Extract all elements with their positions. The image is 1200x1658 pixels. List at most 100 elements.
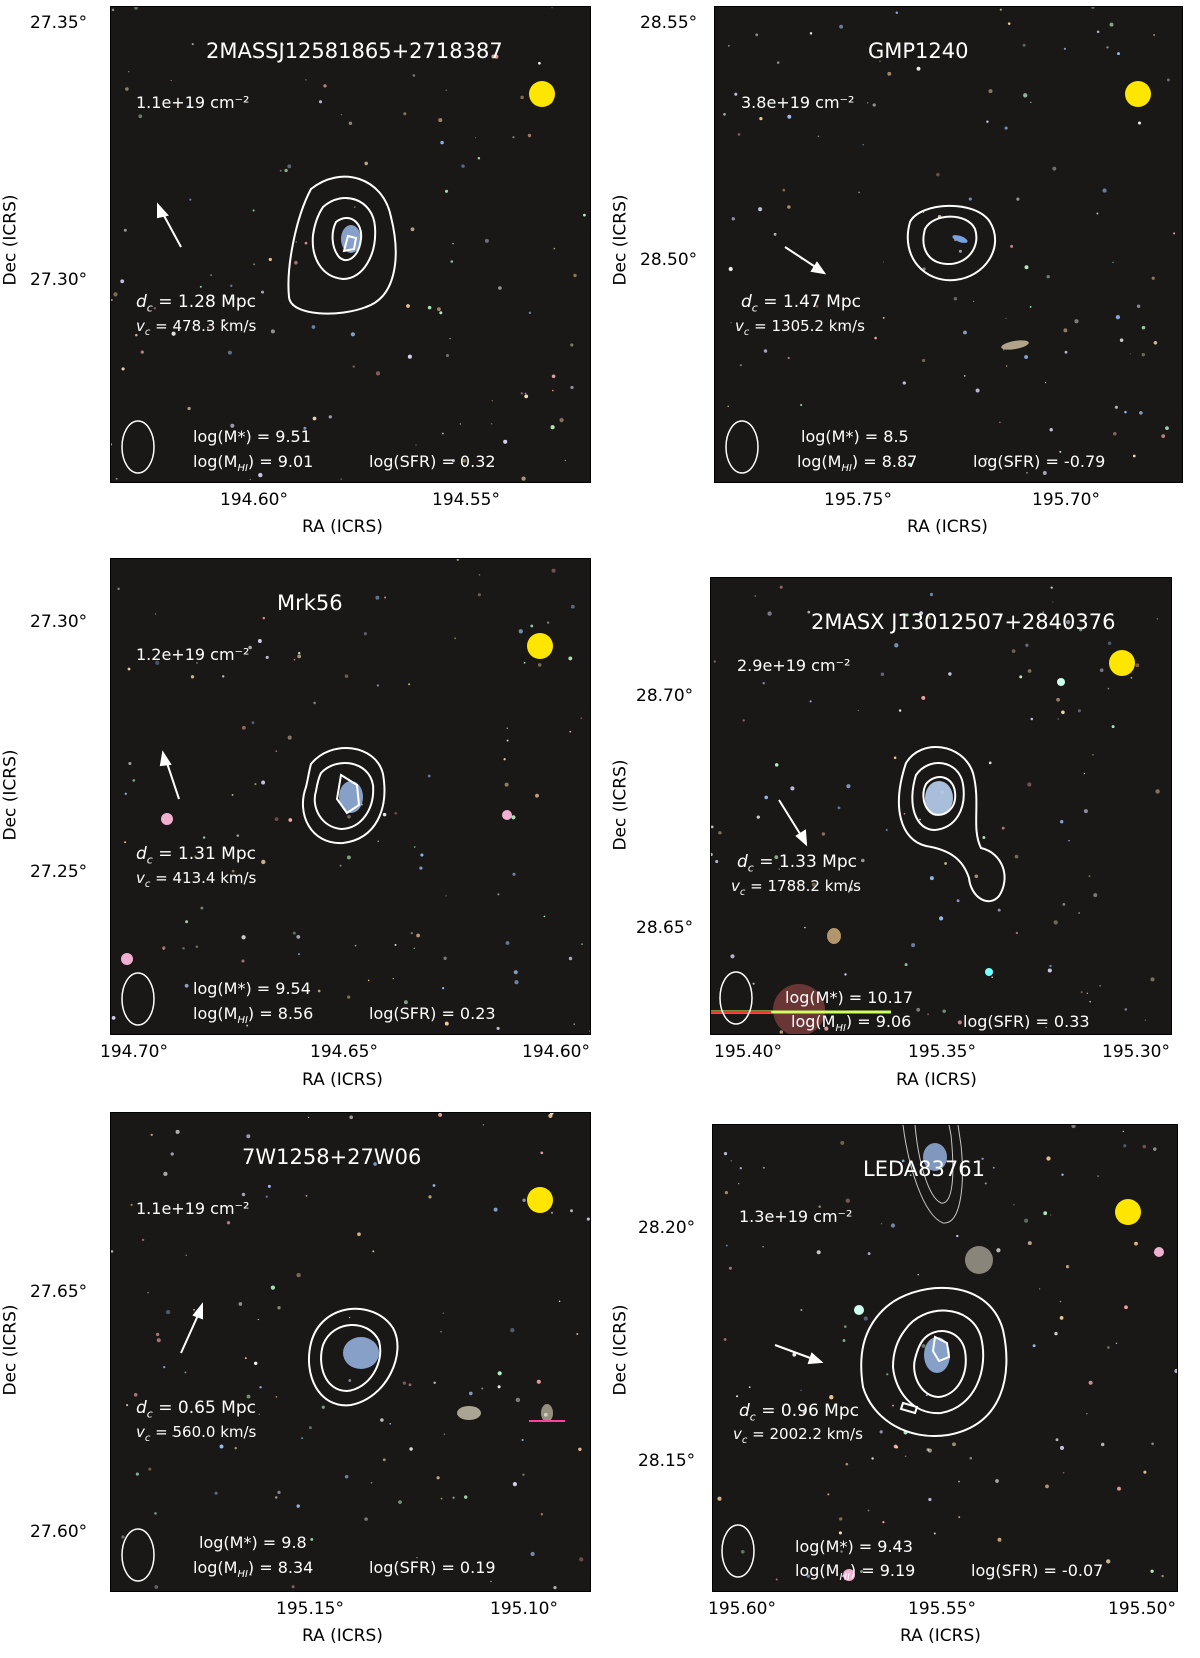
star bbox=[799, 403, 803, 407]
star bbox=[892, 1404, 894, 1407]
panel-3-image: Mrk56 1.2e+19 cm⁻² dc = 1.31 Mpc vc = 41… bbox=[110, 558, 591, 1035]
star bbox=[589, 1030, 590, 1032]
star bbox=[778, 868, 781, 870]
star bbox=[839, 24, 844, 29]
star bbox=[787, 114, 792, 119]
star bbox=[230, 284, 233, 287]
star bbox=[842, 326, 845, 330]
star bbox=[1115, 1342, 1118, 1344]
star bbox=[767, 611, 772, 616]
star bbox=[170, 79, 172, 82]
galaxy-name: 2MASX J13012507+2840376 bbox=[811, 610, 1116, 634]
distance-label: dc = 1.33 Mpc bbox=[737, 852, 857, 875]
x-axis-label: RA (ICRS) bbox=[900, 1626, 981, 1646]
star bbox=[1119, 338, 1124, 342]
y-axis-label: Dec (ICRS) bbox=[610, 194, 631, 286]
star bbox=[802, 1411, 806, 1415]
star bbox=[147, 1291, 149, 1294]
y-axis-label: Dec (ICRS) bbox=[610, 759, 631, 851]
star bbox=[1088, 875, 1091, 878]
star bbox=[419, 866, 423, 870]
star bbox=[451, 459, 455, 463]
star bbox=[141, 1238, 145, 1242]
log-sfr: log(SFR) = 0.33 bbox=[963, 1012, 1090, 1031]
star bbox=[867, 1252, 871, 1256]
star bbox=[153, 307, 157, 310]
star bbox=[427, 774, 431, 778]
star bbox=[764, 795, 769, 800]
star bbox=[1014, 854, 1019, 859]
star bbox=[551, 374, 556, 379]
star bbox=[413, 846, 416, 848]
star bbox=[807, 610, 811, 614]
star bbox=[988, 761, 992, 765]
star bbox=[1061, 1173, 1064, 1176]
star bbox=[1059, 1300, 1062, 1303]
star bbox=[895, 1446, 899, 1449]
star bbox=[1165, 426, 1169, 431]
star bbox=[258, 472, 263, 478]
panel-5-image: 7W1258+27W06 1.1e+19 cm⁻² dc = 0.65 Mpc … bbox=[110, 1112, 591, 1592]
y-axis-label: Dec (ICRS) bbox=[0, 749, 21, 841]
star bbox=[553, 1586, 557, 1590]
star bbox=[1106, 1559, 1111, 1564]
star bbox=[124, 841, 127, 844]
star bbox=[902, 381, 906, 385]
star bbox=[443, 956, 447, 960]
x-axis-label: RA (ICRS) bbox=[896, 1070, 977, 1090]
star bbox=[428, 1195, 432, 1199]
star bbox=[196, 662, 198, 664]
star bbox=[191, 43, 194, 46]
column-density: 1.1e+19 cm⁻² bbox=[136, 1199, 250, 1218]
star bbox=[187, 105, 190, 107]
star bbox=[559, 417, 564, 423]
star bbox=[262, 616, 266, 620]
star bbox=[879, 1430, 883, 1434]
ra-tick: 195.15° bbox=[276, 1599, 344, 1619]
star bbox=[185, 1254, 187, 1256]
star bbox=[1101, 1442, 1105, 1447]
star bbox=[298, 651, 301, 655]
star bbox=[522, 1473, 525, 1476]
star bbox=[287, 735, 292, 740]
star bbox=[468, 1391, 473, 1396]
star bbox=[438, 118, 443, 123]
distance-label: dc = 1.31 Mpc bbox=[136, 844, 256, 867]
star bbox=[787, 205, 791, 209]
column-density: 3.8e+19 cm⁻² bbox=[741, 93, 855, 112]
star bbox=[849, 887, 853, 892]
star bbox=[1049, 964, 1052, 968]
dec-tick: 28.50° bbox=[640, 250, 698, 270]
dec-tick: 28.55° bbox=[640, 13, 698, 33]
star bbox=[1006, 365, 1008, 367]
star bbox=[281, 43, 284, 46]
star bbox=[372, 1250, 375, 1253]
star bbox=[352, 365, 355, 368]
star bbox=[934, 626, 936, 629]
star bbox=[382, 1458, 386, 1462]
star bbox=[415, 444, 417, 446]
star bbox=[546, 621, 550, 624]
direction-arrow bbox=[157, 202, 182, 248]
star bbox=[728, 266, 733, 272]
star bbox=[246, 1394, 251, 1399]
star bbox=[1001, 826, 1005, 830]
star bbox=[412, 74, 416, 77]
star bbox=[134, 7, 138, 10]
star bbox=[503, 439, 508, 444]
star bbox=[402, 1381, 407, 1385]
star bbox=[1007, 22, 1011, 25]
star bbox=[375, 371, 381, 376]
star bbox=[323, 84, 327, 88]
star bbox=[564, 459, 567, 462]
star bbox=[1129, 353, 1131, 355]
star bbox=[133, 1393, 138, 1397]
star bbox=[570, 343, 574, 347]
dec-tick: 28.15° bbox=[638, 1451, 696, 1471]
star bbox=[474, 137, 477, 139]
star bbox=[911, 943, 916, 948]
star bbox=[1042, 471, 1047, 475]
velocity-label: vc = 1788.2 km/s bbox=[731, 877, 861, 898]
star bbox=[530, 624, 534, 628]
star bbox=[579, 1557, 584, 1562]
